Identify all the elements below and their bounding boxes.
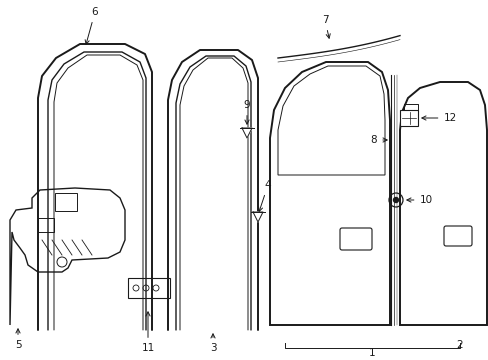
- Text: 2: 2: [456, 340, 462, 350]
- Text: 5: 5: [15, 329, 21, 350]
- Text: 1: 1: [368, 348, 375, 358]
- Text: 7: 7: [321, 15, 329, 38]
- Text: 11: 11: [141, 312, 154, 353]
- Text: 9: 9: [243, 100, 250, 124]
- Bar: [38, 218, 54, 232]
- Polygon shape: [242, 128, 251, 138]
- Text: 6: 6: [85, 7, 98, 44]
- Bar: [55, 193, 77, 211]
- Polygon shape: [252, 212, 263, 222]
- Text: 8: 8: [370, 135, 386, 145]
- FancyBboxPatch shape: [399, 110, 417, 126]
- Text: 4: 4: [258, 180, 271, 211]
- Text: 10: 10: [406, 195, 432, 205]
- Text: 12: 12: [421, 113, 456, 123]
- Circle shape: [393, 198, 398, 202]
- Text: 3: 3: [209, 334, 216, 353]
